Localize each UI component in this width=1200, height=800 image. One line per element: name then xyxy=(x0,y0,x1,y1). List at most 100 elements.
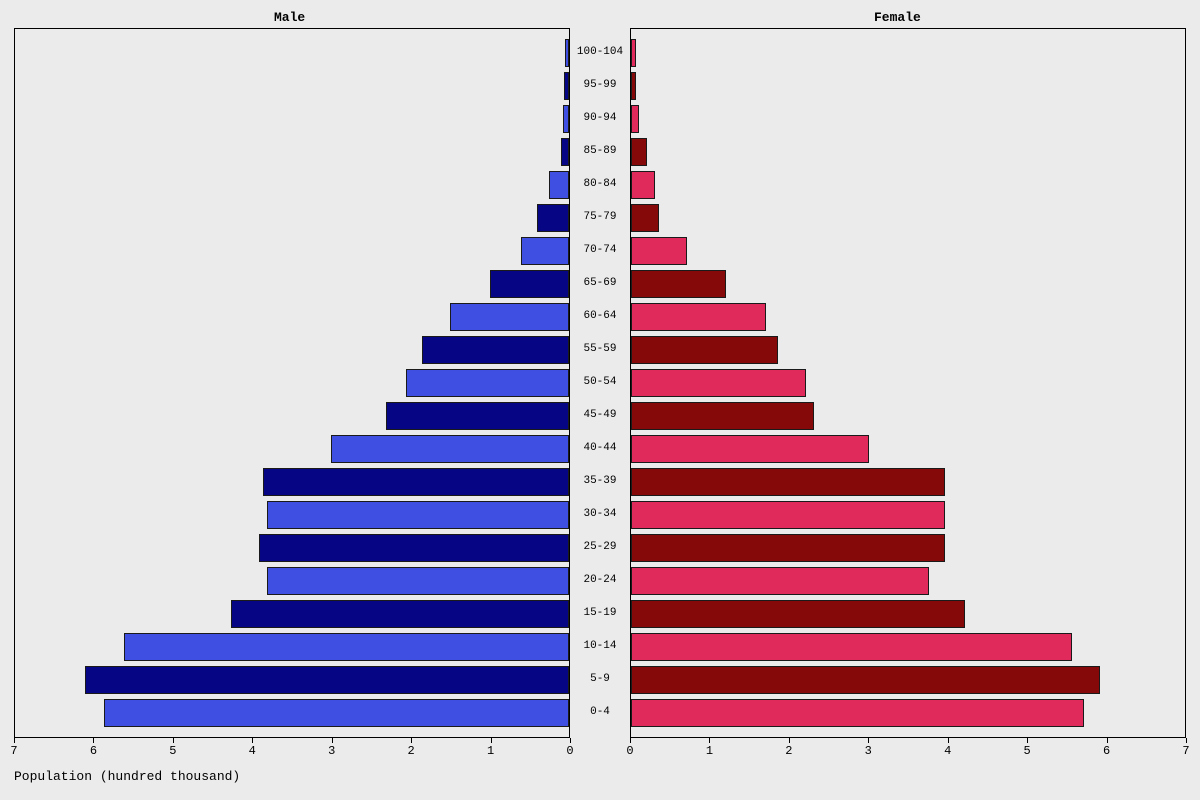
female-bar xyxy=(631,105,639,133)
female-bar xyxy=(631,171,655,199)
age-group-label: 35-39 xyxy=(570,475,630,487)
x-tick-mark xyxy=(948,738,949,743)
x-tick-label: 5 xyxy=(163,744,183,758)
age-group-label: 50-54 xyxy=(570,376,630,388)
age-group-label: 95-99 xyxy=(570,79,630,91)
x-tick-label: 4 xyxy=(242,744,262,758)
x-tick-mark xyxy=(1027,738,1028,743)
x-tick-label: 5 xyxy=(1017,744,1037,758)
male-bar xyxy=(490,270,569,298)
male-panel-title: Male xyxy=(274,10,305,25)
age-group-label: 85-89 xyxy=(570,145,630,157)
female-bar xyxy=(631,72,636,100)
female-bar xyxy=(631,303,766,331)
male-bar xyxy=(521,237,569,265)
x-tick-label: 3 xyxy=(322,744,342,758)
male-bar xyxy=(561,138,569,166)
age-group-label: 30-34 xyxy=(570,508,630,520)
age-group-label: 45-49 xyxy=(570,409,630,421)
male-bars-container xyxy=(15,29,569,737)
female-bar xyxy=(631,369,806,397)
female-bar xyxy=(631,435,869,463)
female-bar xyxy=(631,567,929,595)
male-bar xyxy=(386,402,569,430)
x-tick-mark xyxy=(570,738,571,743)
x-tick-mark xyxy=(93,738,94,743)
female-bar xyxy=(631,534,945,562)
age-group-label: 0-4 xyxy=(570,706,630,718)
female-bar xyxy=(631,468,945,496)
x-tick-mark xyxy=(252,738,253,743)
age-group-label: 65-69 xyxy=(570,277,630,289)
female-bar xyxy=(631,237,687,265)
female-bar xyxy=(631,501,945,529)
male-bar xyxy=(267,567,569,595)
female-bar xyxy=(631,138,647,166)
age-group-label: 90-94 xyxy=(570,112,630,124)
male-bar xyxy=(537,204,569,232)
x-tick-label: 0 xyxy=(560,744,580,758)
male-bar xyxy=(259,534,569,562)
x-tick-label: 7 xyxy=(1176,744,1196,758)
female-bar xyxy=(631,270,726,298)
male-bar xyxy=(549,171,569,199)
male-bar xyxy=(422,336,569,364)
x-tick-label: 6 xyxy=(83,744,103,758)
x-tick-mark xyxy=(789,738,790,743)
female-x-axis: 01234567 xyxy=(630,740,1186,760)
female-bar xyxy=(631,666,1100,694)
male-bar xyxy=(231,600,569,628)
male-bar xyxy=(406,369,569,397)
male-panel xyxy=(14,28,570,738)
male-bar xyxy=(564,72,569,100)
x-tick-label: 1 xyxy=(481,744,501,758)
female-panel-title: Female xyxy=(874,10,921,25)
x-tick-label: 1 xyxy=(699,744,719,758)
female-bar xyxy=(631,39,636,67)
age-labels-column: 100-10495-9990-9485-8980-8475-7970-7465-… xyxy=(570,28,630,738)
x-tick-mark xyxy=(173,738,174,743)
age-group-label: 80-84 xyxy=(570,178,630,190)
x-tick-mark xyxy=(411,738,412,743)
female-bar xyxy=(631,204,659,232)
x-tick-mark xyxy=(491,738,492,743)
x-tick-mark xyxy=(1107,738,1108,743)
age-group-label: 100-104 xyxy=(570,46,630,58)
female-bar xyxy=(631,600,965,628)
male-bar xyxy=(563,105,569,133)
female-bars-container xyxy=(631,29,1185,737)
female-bar xyxy=(631,336,778,364)
male-bar xyxy=(124,633,569,661)
male-x-axis: 01234567 xyxy=(14,740,570,760)
age-group-label: 40-44 xyxy=(570,442,630,454)
x-tick-mark xyxy=(332,738,333,743)
male-bar xyxy=(267,501,569,529)
age-group-label: 60-64 xyxy=(570,310,630,322)
age-group-label: 70-74 xyxy=(570,244,630,256)
age-group-label: 20-24 xyxy=(570,574,630,586)
x-tick-mark xyxy=(630,738,631,743)
age-group-label: 55-59 xyxy=(570,343,630,355)
x-tick-label: 3 xyxy=(858,744,878,758)
x-tick-mark xyxy=(14,738,15,743)
x-tick-mark xyxy=(1186,738,1187,743)
x-tick-label: 6 xyxy=(1097,744,1117,758)
female-bar xyxy=(631,402,814,430)
x-tick-label: 7 xyxy=(4,744,24,758)
male-bar xyxy=(565,39,569,67)
age-group-label: 5-9 xyxy=(570,673,630,685)
male-bar xyxy=(85,666,570,694)
age-group-label: 10-14 xyxy=(570,640,630,652)
x-tick-mark xyxy=(709,738,710,743)
x-tick-label: 4 xyxy=(938,744,958,758)
age-group-label: 15-19 xyxy=(570,607,630,619)
female-bar xyxy=(631,633,1072,661)
female-bar xyxy=(631,699,1084,727)
male-bar xyxy=(331,435,569,463)
x-axis-label: Population (hundred thousand) xyxy=(14,769,240,784)
population-pyramid-chart: Male Female 100-10495-9990-9485-8980-847… xyxy=(14,28,1186,738)
x-tick-label: 0 xyxy=(620,744,640,758)
male-bar xyxy=(104,699,569,727)
male-bar xyxy=(263,468,569,496)
x-tick-label: 2 xyxy=(401,744,421,758)
